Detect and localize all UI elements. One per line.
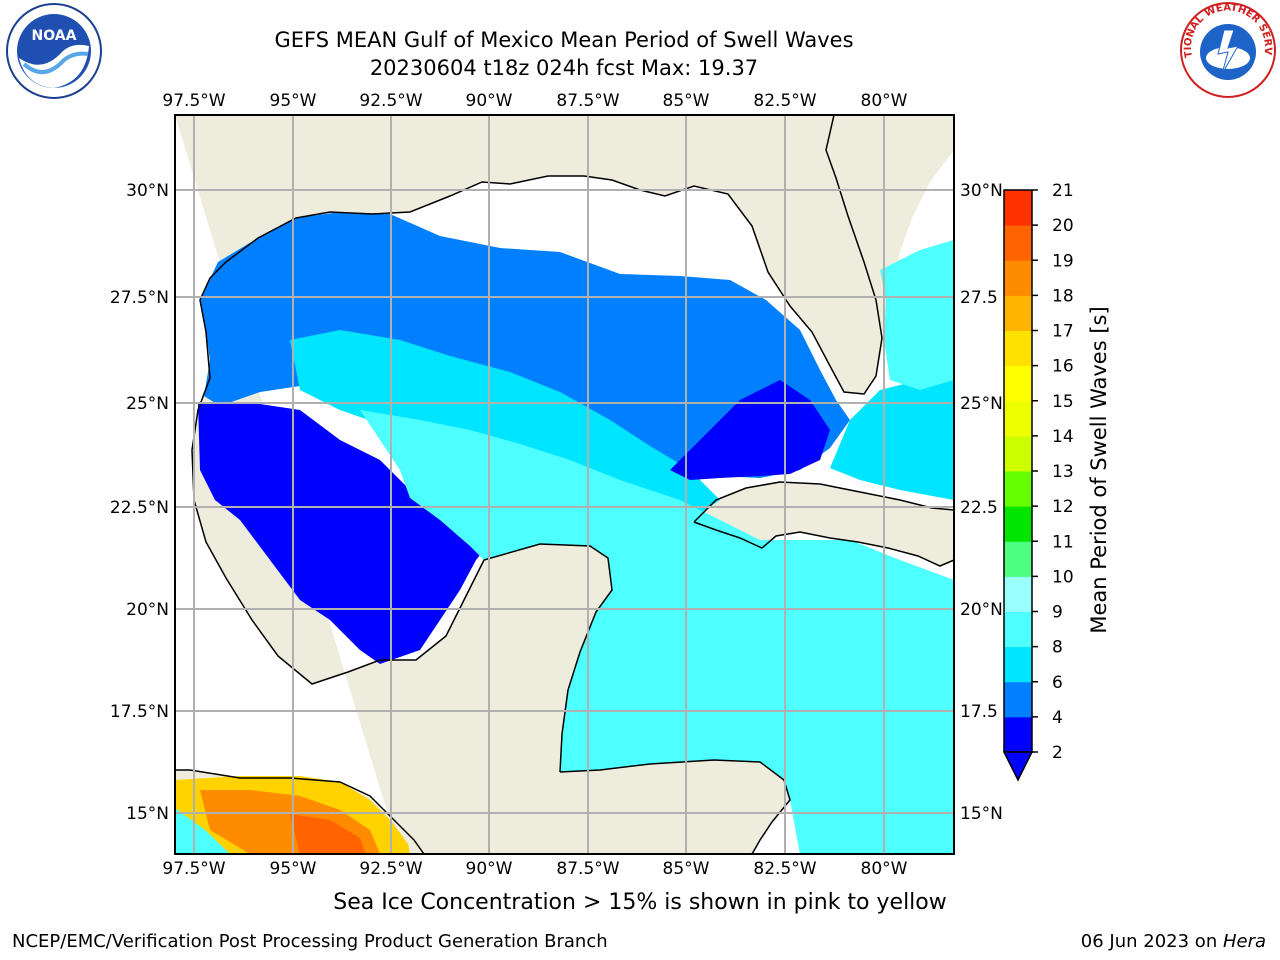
lon-label-bottom: 97.5°W [162, 859, 225, 879]
lon-label-top: 90°W [466, 91, 513, 111]
coastline-cuba [693, 481, 954, 567]
colorbar-segment [1004, 435, 1032, 472]
map-title-line1: GEFS MEAN Gulf of Mexico Mean Period of … [274, 28, 854, 52]
colorbar-tick-label: 11 [1052, 532, 1074, 552]
graticule [175, 115, 954, 854]
colorbar-tick-label: 15 [1052, 392, 1074, 412]
land-florida [826, 115, 954, 394]
lat-label-right: 17.5 [960, 702, 998, 722]
swell-band-florida-strait [830, 380, 954, 500]
lat-label-right: 27.5 [960, 288, 998, 308]
lon-label-bottom: 80°W [861, 859, 908, 879]
colorbar-segment [1004, 260, 1032, 296]
lat-label-right: 20°N [960, 600, 1003, 620]
swell-band-pacific-red [290, 814, 366, 854]
colorbar-segment [1004, 681, 1032, 718]
noaa-logo-icon: NOAA [2, 2, 106, 104]
swell-band-east-blue [670, 380, 830, 480]
swell-band-0-2 [198, 404, 500, 664]
colorbar-segment [1004, 400, 1032, 437]
colorbar-segment [1004, 365, 1032, 402]
colorbar-segment [1004, 190, 1032, 226]
footer-date: 06 Jun 2023 on Hera [1081, 931, 1266, 952]
swell-band-atlantic [880, 240, 954, 390]
lon-label-bottom: 90°W [466, 859, 513, 879]
colorbar-tick-label: 10 [1052, 567, 1074, 587]
nws-logo-icon: NATIONAL WEATHER SERVICE [1174, 0, 1278, 104]
colorbar-tick-label: 20 [1052, 216, 1074, 236]
colorbar-extend-arrow [1002, 751, 1034, 782]
lat-label-right: 25°N [960, 394, 1003, 414]
lat-label-right: 30°N [960, 181, 1003, 201]
colorbar-segment [1004, 295, 1032, 331]
land-north [175, 115, 882, 854]
colorbar-segment [1004, 646, 1032, 683]
colorbar-tick-label: 9 [1052, 603, 1063, 623]
colorbar-segment [1004, 330, 1032, 367]
colorbar-segment [1004, 541, 1032, 577]
lat-label-left: 20°N [126, 600, 169, 620]
colorbar-segment [1004, 611, 1032, 648]
lat-label-left: 25°N [126, 394, 169, 414]
coastline-pacific [175, 769, 425, 854]
lon-label-bottom: 87.5°W [556, 859, 619, 879]
lat-label-right: 22.5 [960, 498, 998, 518]
map-plot-area [175, 115, 954, 854]
map-title-line2: 20230604 t18z 024h fcst Max: 19.37 [369, 56, 759, 80]
lat-label-left: 17.5°N [110, 702, 169, 722]
footer-branch: NCEP/EMC/Verification Post Processing Pr… [12, 931, 608, 952]
colorbar-tick-label: 21 [1052, 181, 1074, 201]
lon-label-top: 97.5°W [162, 91, 225, 111]
swell-band-6-8 [360, 410, 954, 854]
lon-label-bottom: 95°W [270, 859, 317, 879]
lon-label-top: 87.5°W [556, 91, 619, 111]
lat-label-right: 15°N [960, 804, 1003, 824]
swell-band-2-4 [200, 212, 850, 478]
sea-ice-caption: Sea Ice Concentration > 15% is shown in … [333, 890, 947, 915]
map-frame [174, 114, 955, 855]
colorbar-tick-label: 17 [1052, 322, 1074, 342]
colorbar-label: Mean Period of Swell Waves [s] [1087, 306, 1111, 633]
colorbar-tick-label: 6 [1052, 673, 1063, 693]
coastline [191, 115, 883, 854]
colorbar-segment [1004, 471, 1032, 507]
lon-label-top: 82.5°W [753, 91, 816, 111]
colorbar-segment [1004, 225, 1032, 261]
colorbar-tick-label: 12 [1052, 497, 1074, 517]
lat-label-left: 27.5°N [110, 288, 169, 308]
colorbar-tick-label: 19 [1052, 251, 1074, 271]
colorbar-segment [1004, 506, 1032, 542]
lon-label-top: 85°W [663, 91, 710, 111]
footer-machine: Hera [1222, 931, 1266, 952]
colorbar: 2 4 6 8 9 10 11 12 13 14 15 16 17 18 19 20 21 [1002, 181, 1074, 782]
colorbar-segment [1004, 576, 1032, 612]
swell-band-4-6 [290, 330, 720, 520]
colorbar-tick-label: 2 [1052, 743, 1063, 763]
colorbar-tick-label: 13 [1052, 462, 1074, 482]
lat-label-left: 22.5°N [110, 498, 169, 518]
footer-date-text: 06 Jun 2023 on [1080, 931, 1223, 952]
colorbar-frame [1003, 189, 1033, 753]
lat-label-left: 15°N [126, 804, 169, 824]
colorbar-segment [1004, 716, 1032, 753]
lon-label-top: 92.5°W [359, 91, 422, 111]
lat-label-left: 30°N [126, 181, 169, 201]
colorbar-tick-label: 14 [1052, 427, 1074, 447]
lon-label-top: 95°W [270, 91, 317, 111]
colorbar-tick-label: 16 [1052, 357, 1074, 377]
noaa-logo-text: NOAA [32, 28, 77, 44]
swell-band-pacific-orange [200, 790, 380, 854]
land-cuba [694, 482, 954, 566]
lon-label-bottom: 85°W [663, 859, 710, 879]
colorbar-tick-label: 8 [1052, 638, 1063, 658]
swell-band-pacific-cyan [175, 808, 230, 854]
swell-band-pacific-high [175, 776, 410, 854]
lon-label-top: 80°W [861, 91, 908, 111]
lon-label-bottom: 92.5°W [359, 859, 422, 879]
colorbar-tick-label: 18 [1052, 286, 1074, 306]
colorbar-tick-label: 4 [1052, 708, 1063, 728]
lon-label-bottom: 82.5°W [753, 859, 816, 879]
